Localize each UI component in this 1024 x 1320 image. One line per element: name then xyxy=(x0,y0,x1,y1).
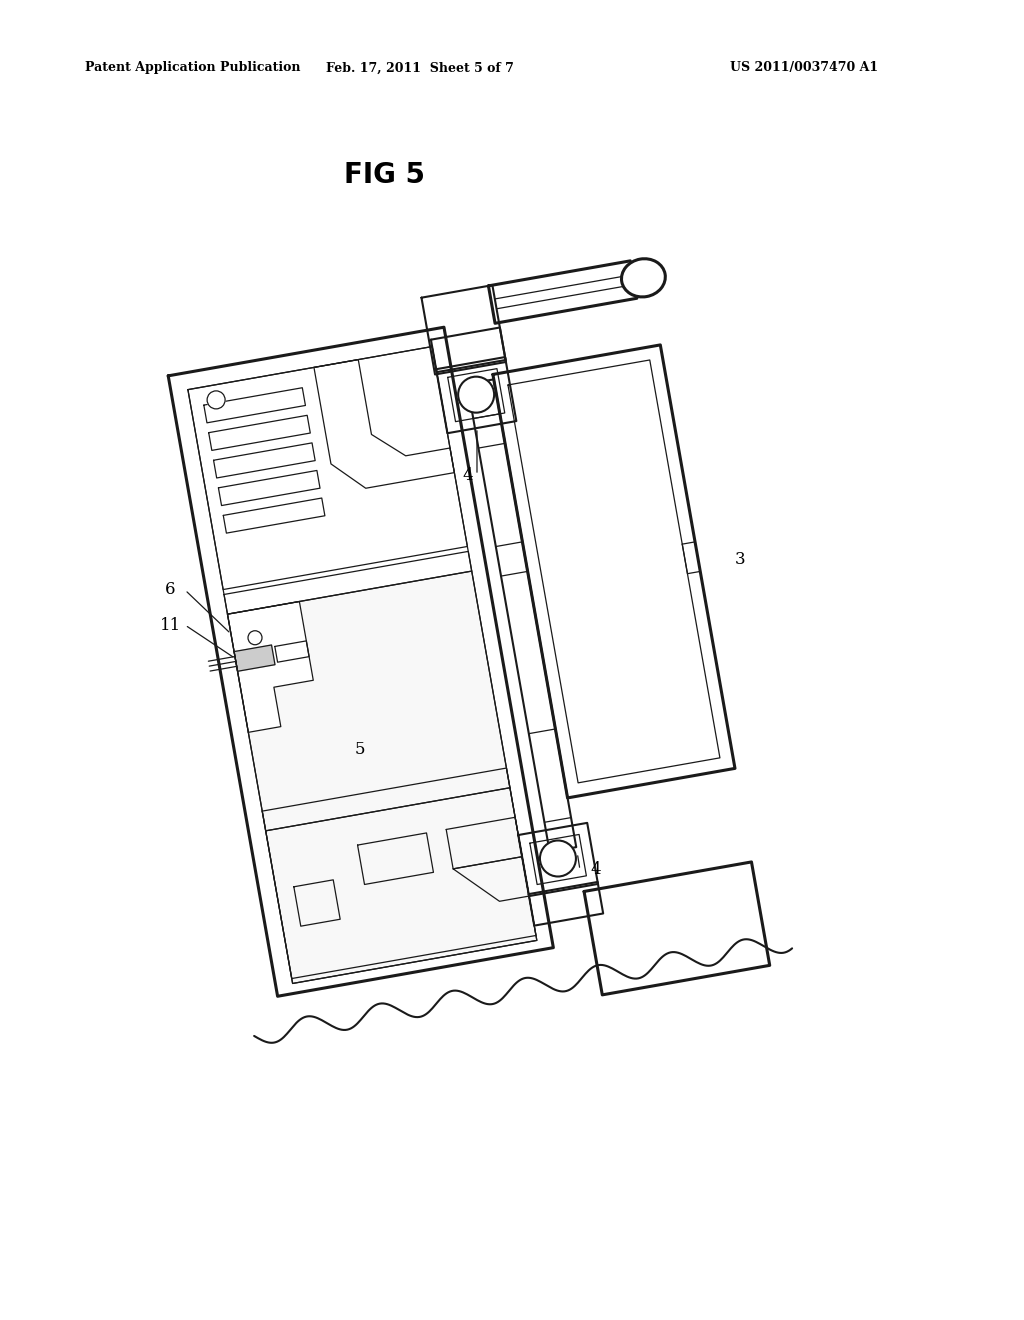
Circle shape xyxy=(207,391,225,409)
Ellipse shape xyxy=(622,259,666,297)
Polygon shape xyxy=(528,882,603,925)
Polygon shape xyxy=(234,645,275,672)
Polygon shape xyxy=(467,379,577,851)
Text: FIG 5: FIG 5 xyxy=(344,161,426,189)
Polygon shape xyxy=(488,261,637,323)
Polygon shape xyxy=(493,345,735,797)
Text: US 2011/0037470 A1: US 2011/0037470 A1 xyxy=(730,62,879,74)
Polygon shape xyxy=(436,356,516,433)
Circle shape xyxy=(458,376,495,413)
Text: 3: 3 xyxy=(735,552,745,569)
Polygon shape xyxy=(422,285,506,375)
Text: 6: 6 xyxy=(165,582,175,598)
Polygon shape xyxy=(227,572,537,983)
Text: 4: 4 xyxy=(590,862,601,879)
Polygon shape xyxy=(518,822,598,896)
Text: 11: 11 xyxy=(160,616,181,634)
Circle shape xyxy=(248,631,262,644)
Polygon shape xyxy=(431,327,506,372)
Polygon shape xyxy=(584,862,770,995)
Text: 5: 5 xyxy=(355,742,366,759)
Circle shape xyxy=(540,841,575,876)
Text: Feb. 17, 2011  Sheet 5 of 7: Feb. 17, 2011 Sheet 5 of 7 xyxy=(326,62,514,74)
Text: Patent Application Publication: Patent Application Publication xyxy=(85,62,300,74)
Text: 4: 4 xyxy=(462,466,473,483)
Polygon shape xyxy=(227,602,313,733)
Polygon shape xyxy=(168,327,553,997)
